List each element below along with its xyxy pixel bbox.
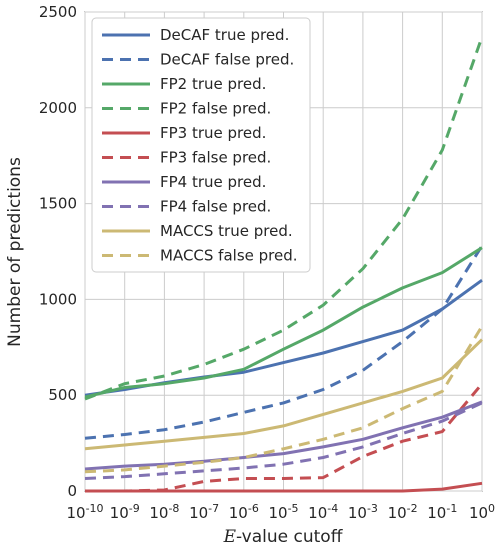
- legend-label: DeCAF true pred.: [160, 26, 289, 44]
- x-axis-title: E-value cutoff: [223, 527, 344, 547]
- x-tick-base: 10: [110, 504, 129, 522]
- x-axis-title-rest: -value cutoff: [236, 527, 344, 547]
- legend-label: MACCS true pred.: [160, 222, 293, 240]
- x-tick-label: 10-7: [189, 502, 219, 522]
- x-tick-exponent: -6: [248, 502, 259, 515]
- y-tick-label: 2000: [39, 99, 77, 117]
- series-line-fp2-true-pred: [84, 246, 483, 399]
- legend-label: MACCS false pred.: [160, 247, 298, 265]
- series-line-fp4-false-pred: [84, 401, 483, 480]
- x-tick-label: 10-6: [229, 502, 259, 522]
- x-tick-base: 10: [189, 504, 208, 522]
- x-tick-base: 10: [149, 504, 168, 522]
- x-tick-exponent: -1: [446, 502, 457, 515]
- legend-box: [91, 17, 311, 273]
- series-layer: [84, 36, 484, 493]
- legend-label: FP4 false pred.: [160, 198, 271, 216]
- series-line-fp4-true-pred: [84, 400, 483, 471]
- legend-label: FP3 false pred.: [160, 149, 271, 167]
- x-tick-exponent: -2: [407, 502, 418, 515]
- x-tick-base: 10: [229, 504, 248, 522]
- y-tick-labels: 0 500 1000 1500 2000 2500: [39, 3, 77, 500]
- y-tick-label: 1000: [39, 290, 77, 308]
- y-tick-label: 0: [67, 482, 77, 500]
- x-tick-base: 10: [388, 504, 407, 522]
- series-line-fp3-false-pred: [85, 382, 484, 493]
- series-line-fp2-false-pred: [84, 36, 484, 401]
- x-tick-labels: 10-10 10-9 10-8 10-7 10-6 10-5 10-4 10-3 10-2 10-…: [66, 502, 495, 522]
- x-tick-base: 10: [348, 504, 367, 522]
- x-tick-label: 10-2: [388, 502, 418, 522]
- x-tick-label: 100: [469, 502, 495, 522]
- x-tick-base: 10: [427, 504, 446, 522]
- series-line-maccs-false-pred: [84, 325, 484, 474]
- x-tick-base: 10: [268, 504, 287, 522]
- y-tick-label: 2500: [39, 3, 77, 21]
- legend: DeCAF true pred. DeCAF false pred. FP2 tru…: [91, 17, 311, 273]
- x-tick-exponent: -10: [86, 502, 104, 515]
- legend-label: FP2 false pred.: [160, 100, 271, 118]
- x-tick-label: 10-5: [268, 502, 298, 522]
- x-tick-exponent: -3: [367, 502, 378, 515]
- x-tick-label: 10-3: [348, 502, 378, 522]
- y-axis-title: Number of predictions: [5, 157, 25, 347]
- x-tick-label: 10-8: [149, 502, 179, 522]
- x-tick-exponent: 0: [488, 502, 495, 515]
- x-tick-label: 10-1: [427, 502, 457, 522]
- x-axis-title-italic: E: [223, 527, 237, 547]
- series-line-maccs-true-pred: [84, 338, 484, 451]
- legend-label: FP2 true pred.: [160, 75, 266, 93]
- x-tick-label: 10-10: [66, 502, 103, 522]
- x-tick-exponent: -4: [327, 502, 338, 515]
- x-tick-base: 10: [308, 504, 327, 522]
- x-tick-exponent: -9: [129, 502, 140, 515]
- x-tick-label: 10-9: [110, 502, 140, 522]
- x-tick-base: 10: [469, 504, 488, 522]
- legend-label: FP3 true pred.: [160, 124, 266, 142]
- y-tick-label: 500: [48, 386, 77, 404]
- x-tick-exponent: -8: [168, 502, 179, 515]
- series-line-decaf-false-pred: [84, 245, 484, 440]
- x-tick-exponent: -5: [288, 502, 299, 515]
- legend-label: FP4 true pred.: [160, 173, 266, 191]
- x-tick-base: 10: [66, 504, 85, 522]
- series-line-fp3-true-pred: [85, 481, 483, 493]
- x-tick-label: 10-4: [308, 502, 338, 522]
- x-tick-exponent: -7: [208, 502, 219, 515]
- legend-label: DeCAF false pred.: [160, 51, 294, 69]
- y-tick-label: 1500: [39, 195, 77, 213]
